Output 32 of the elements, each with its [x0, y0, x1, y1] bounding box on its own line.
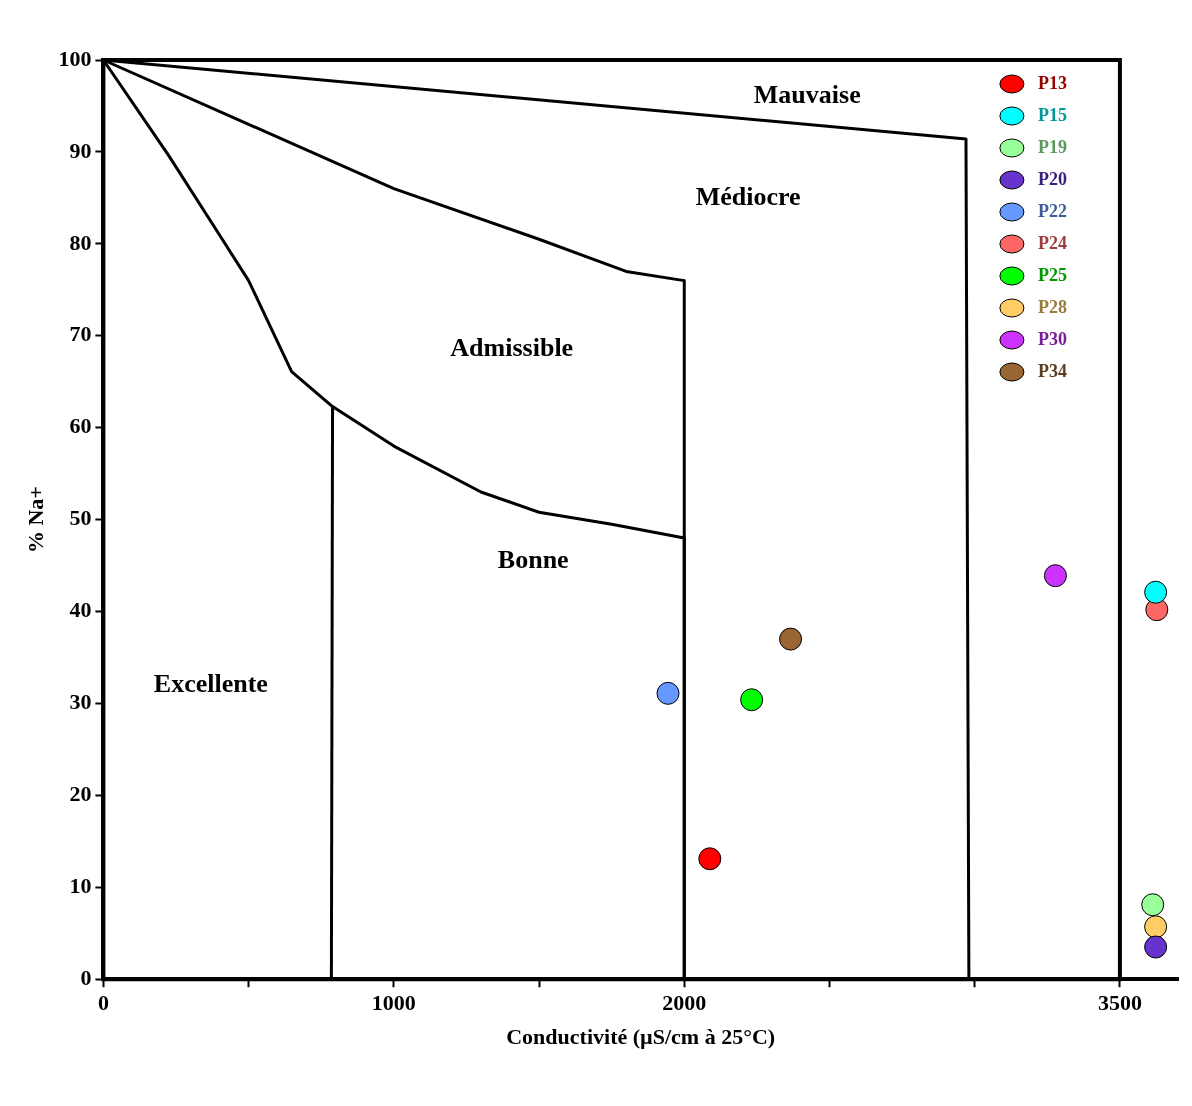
y-axis-title: % Na+ [22, 486, 48, 554]
y-tick-label: 20 [69, 781, 92, 807]
x-tick-label: 0 [97, 990, 109, 1016]
legend-label: P20 [1037, 168, 1067, 189]
legend-label: P19 [1037, 136, 1067, 157]
annotation: Admissible [450, 333, 574, 363]
x-tick-label: 1000 [371, 990, 416, 1016]
y-tick-label: 100 [58, 45, 92, 71]
legend-label: P34 [1037, 360, 1067, 381]
legend-label: P13 [1037, 72, 1067, 93]
annotation: Bonne [497, 544, 569, 574]
y-tick-label: 30 [69, 689, 92, 715]
y-tick-label: 70 [69, 321, 92, 347]
annotation: Excellente [153, 668, 268, 698]
y-tick-label: 40 [69, 597, 92, 623]
annotation: Mauvaise [753, 80, 861, 110]
y-tick-label: 10 [69, 872, 92, 898]
x-tick-label: 3500 [1097, 990, 1142, 1016]
x-tick-label: 2000 [662, 990, 707, 1016]
y-tick-label: 90 [69, 137, 92, 163]
y-tick-label: 0 [80, 964, 92, 990]
y-tick-label: 80 [69, 229, 92, 255]
legend-label: P28 [1037, 296, 1067, 317]
legend-label: P25 [1037, 264, 1067, 285]
y-tick-label: 60 [69, 413, 92, 439]
legend-label: P15 [1037, 104, 1067, 125]
x-axis-title: Conductivité (µS/cm à 25°C) [506, 1024, 776, 1050]
legend-label: P22 [1037, 200, 1067, 221]
y-tick-label: 50 [69, 505, 92, 531]
legend-label: P24 [1037, 232, 1067, 253]
annotation: Médiocre [695, 181, 801, 211]
legend-label: P30 [1037, 328, 1067, 349]
